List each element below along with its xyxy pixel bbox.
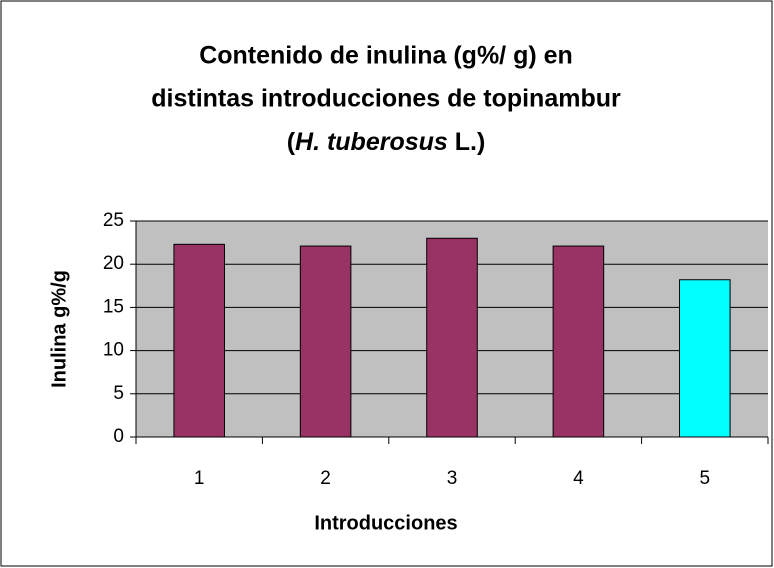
bar (426, 237, 478, 438)
bar (299, 245, 352, 438)
y-tick-label: 0 (113, 426, 124, 447)
bar (173, 243, 225, 438)
x-tick-label: 1 (194, 468, 205, 489)
y-tick-label: 20 (103, 253, 124, 274)
y-tick-label: 10 (103, 340, 124, 361)
y-tick-label: 15 (103, 296, 124, 317)
y-tick-label: 25 (103, 210, 124, 231)
x-tick-label: 4 (573, 468, 584, 489)
chart-title: Contenido de inulina (g%/ g) en (199, 42, 573, 70)
chart-title: distintas introducciones de topinambur (151, 85, 621, 113)
x-tick-label: 2 (320, 468, 331, 489)
chart-title-part: L.) (448, 128, 486, 156)
x-axis-label: Introducciones (314, 512, 457, 534)
bar (552, 245, 605, 438)
x-tick-label: 3 (447, 468, 458, 489)
chart-title-part: H. tuberosus (295, 128, 448, 156)
x-tick-label: 5 (700, 468, 711, 489)
y-tick-label: 5 (113, 383, 124, 404)
y-axis-label: Inulina g%/g (48, 270, 70, 388)
bar (679, 279, 731, 438)
chart-title-part: ( (287, 128, 296, 156)
chart-title: (H. tuberosus L.) (287, 128, 486, 156)
